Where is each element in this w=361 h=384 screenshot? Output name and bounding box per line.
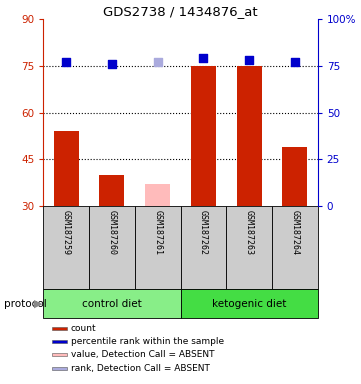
Bar — [145, 184, 170, 206]
Text: GSM187263: GSM187263 — [245, 210, 253, 255]
Bar — [282, 147, 307, 206]
Text: control diet: control diet — [82, 299, 142, 309]
Bar — [236, 66, 262, 206]
Point — [109, 61, 115, 67]
Text: protocol: protocol — [4, 299, 46, 309]
Bar — [99, 175, 125, 206]
Bar — [272, 206, 318, 289]
Point — [246, 57, 252, 63]
Bar — [135, 206, 180, 289]
Title: GDS2738 / 1434876_at: GDS2738 / 1434876_at — [103, 5, 258, 18]
Point — [63, 59, 69, 65]
Bar — [54, 131, 79, 206]
Text: GSM187262: GSM187262 — [199, 210, 208, 255]
Point — [200, 55, 206, 61]
Bar — [180, 289, 318, 318]
Bar — [43, 206, 89, 289]
Text: rank, Detection Call = ABSENT: rank, Detection Call = ABSENT — [71, 364, 210, 373]
Text: ketogenic diet: ketogenic diet — [212, 299, 286, 309]
Text: ▶: ▶ — [34, 299, 43, 309]
Text: percentile rank within the sample: percentile rank within the sample — [71, 337, 224, 346]
Bar — [180, 206, 226, 289]
Bar — [191, 66, 216, 206]
Text: value, Detection Call = ABSENT: value, Detection Call = ABSENT — [71, 350, 214, 359]
Text: GSM187261: GSM187261 — [153, 210, 162, 255]
Bar — [52, 353, 67, 356]
Point — [292, 59, 298, 65]
Bar — [52, 340, 67, 343]
Text: count: count — [71, 324, 96, 333]
Text: GSM187264: GSM187264 — [290, 210, 299, 255]
Point — [155, 59, 161, 65]
Bar — [43, 289, 180, 318]
Bar — [89, 206, 135, 289]
Bar — [226, 206, 272, 289]
Bar — [52, 327, 67, 330]
Text: GSM187259: GSM187259 — [62, 210, 71, 255]
Text: GSM187260: GSM187260 — [108, 210, 116, 255]
Bar — [52, 367, 67, 370]
